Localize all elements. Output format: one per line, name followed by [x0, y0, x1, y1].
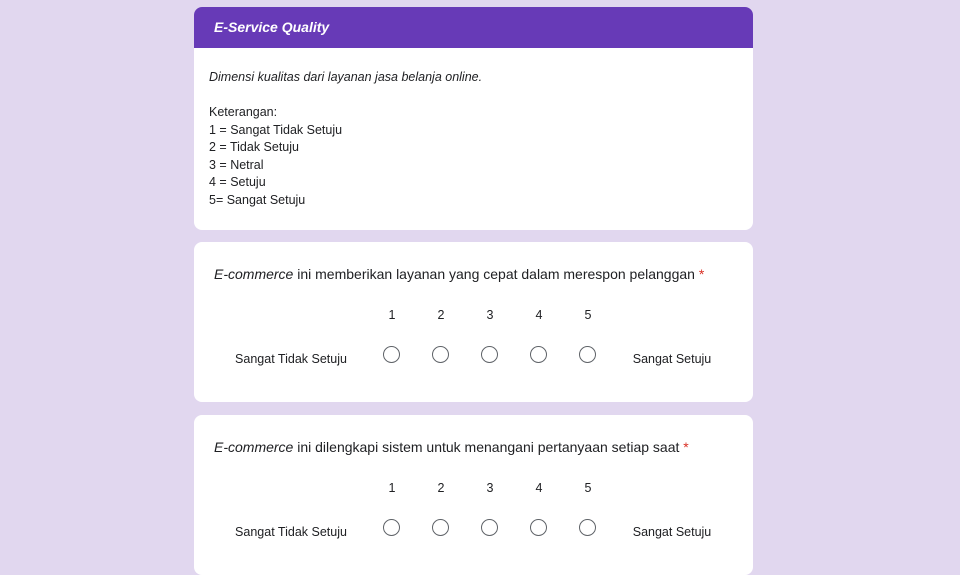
low-label: Sangat Tidak Setuju: [235, 352, 347, 366]
legend-item: 2 = Tidak Setuju: [209, 140, 299, 154]
low-label: Sangat Tidak Setuju: [235, 525, 347, 539]
required-asterisk: *: [683, 439, 689, 455]
high-label: Sangat Setuju: [632, 352, 712, 366]
scale-number: 5: [584, 481, 592, 495]
required-asterisk: *: [698, 266, 705, 282]
scale-number: 3: [486, 308, 494, 322]
radio-option-1[interactable]: [383, 346, 400, 363]
legend-item: 4 = Setuju: [209, 175, 266, 189]
question-text: ini memberikan layanan yang cepat dalam …: [293, 266, 695, 282]
scale-number: 3: [486, 481, 494, 495]
radio-option-4[interactable]: [530, 346, 547, 363]
section-title: E-Service Quality: [214, 19, 330, 35]
scale-number: 5: [584, 308, 592, 322]
radio-option-3[interactable]: [481, 346, 498, 363]
description-text: Dimensi kualitas dari layanan jasa belan…: [209, 70, 483, 84]
radio-option-3[interactable]: [481, 519, 498, 536]
section-header-card: E-Service Quality Dimensi kualitas dari …: [194, 7, 753, 230]
radio-option-4[interactable]: [530, 519, 547, 536]
scale-number: 2: [437, 481, 445, 495]
question-text: ini dilengkapi sistem untuk menangani pe…: [293, 439, 680, 455]
legend-item: 5= Sangat Setuju: [209, 192, 306, 207]
radio-option-2[interactable]: [432, 346, 449, 363]
section-header-bar: E-Service Quality: [194, 7, 753, 48]
question-card: E-commerce ini memberikan layanan yang c…: [194, 242, 753, 402]
question-title: E-commerce ini memberikan layanan yang c…: [214, 266, 704, 282]
legend-item: 1 = Sangat Tidak Setuju: [209, 122, 343, 137]
scale-number: 1: [388, 481, 396, 495]
scale-number: 1: [388, 308, 396, 322]
scale-number: 2: [437, 308, 445, 322]
question-card: E-commerce ini dilengkapi sistem untuk m…: [194, 415, 753, 575]
section-description: Dimensi kualitas dari layanan jasa belan…: [209, 69, 482, 209]
question-title: E-commerce ini dilengkapi sistem untuk m…: [214, 439, 689, 455]
legend-heading: Keterangan:: [209, 105, 278, 119]
legend-item: 3 = Netral: [209, 157, 264, 172]
radio-option-2[interactable]: [432, 519, 449, 536]
scale-number: 4: [535, 308, 543, 322]
radio-option-5[interactable]: [579, 519, 596, 536]
radio-option-5[interactable]: [579, 346, 596, 363]
high-label: Sangat Setuju: [632, 525, 712, 539]
radio-option-1[interactable]: [383, 519, 400, 536]
scale-number: 4: [535, 481, 543, 495]
question-term: E-commerce: [214, 266, 294, 282]
question-term: E-commerce: [214, 439, 294, 455]
